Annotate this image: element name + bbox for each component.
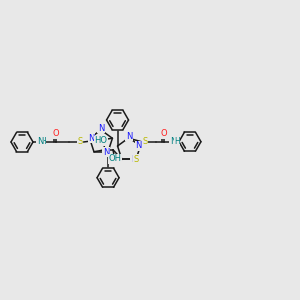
- Text: N: N: [98, 124, 104, 133]
- Text: S: S: [142, 137, 148, 146]
- Text: O: O: [53, 130, 59, 139]
- Text: S: S: [133, 155, 139, 164]
- Text: N: N: [37, 137, 43, 146]
- Text: N: N: [170, 137, 176, 146]
- Text: OH: OH: [108, 154, 122, 163]
- Text: N: N: [126, 132, 132, 141]
- Text: H: H: [174, 137, 180, 146]
- Text: O: O: [160, 129, 167, 138]
- Text: N: N: [131, 155, 137, 164]
- Text: N: N: [103, 148, 109, 157]
- Text: N: N: [135, 142, 142, 151]
- Text: N: N: [88, 134, 95, 143]
- Text: S: S: [77, 137, 83, 146]
- Text: H: H: [40, 137, 46, 146]
- Text: HO: HO: [94, 136, 107, 145]
